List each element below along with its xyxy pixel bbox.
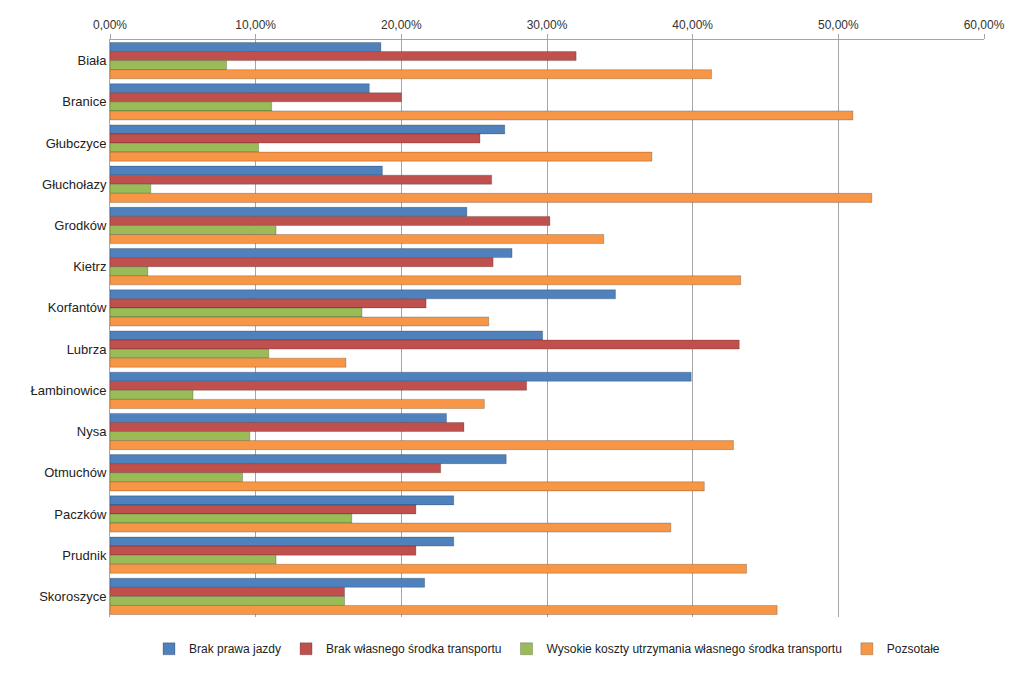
svg-text:Branice: Branice — [62, 94, 106, 109]
svg-text:10,00%: 10,00% — [235, 18, 276, 32]
svg-text:40,00%: 40,00% — [672, 18, 713, 32]
svg-text:Grodków: Grodków — [54, 218, 107, 233]
svg-text:Nysa: Nysa — [77, 424, 107, 439]
svg-text:Pozsotałe: Pozsotałe — [887, 642, 940, 656]
svg-text:Paczków: Paczków — [54, 507, 107, 522]
svg-text:60,00%: 60,00% — [964, 18, 1005, 32]
svg-text:Łambinowice: Łambinowice — [31, 383, 107, 398]
svg-text:Głuchołazy: Głuchołazy — [42, 177, 107, 192]
svg-text:20,00%: 20,00% — [381, 18, 422, 32]
svg-text:Biała: Biała — [77, 53, 107, 68]
svg-text:Brak własnego środka transport: Brak własnego środka transportu — [326, 642, 501, 656]
svg-text:Wysokie koszty utrzymania włas: Wysokie koszty utrzymania własnego środk… — [546, 642, 841, 656]
svg-text:Skoroszyce: Skoroszyce — [39, 589, 106, 604]
svg-text:Prudnik: Prudnik — [62, 548, 107, 563]
svg-text:Otmuchów: Otmuchów — [44, 465, 107, 480]
svg-text:Brak prawa jazdy: Brak prawa jazdy — [189, 642, 281, 656]
svg-text:Głubczyce: Głubczyce — [46, 136, 107, 151]
svg-text:50,00%: 50,00% — [818, 18, 859, 32]
svg-text:Kietrz: Kietrz — [73, 259, 106, 274]
svg-text:Lubrza: Lubrza — [67, 342, 108, 357]
svg-text:30,00%: 30,00% — [527, 18, 568, 32]
svg-text:0,00%: 0,00% — [93, 18, 127, 32]
svg-text:Korfantów: Korfantów — [48, 300, 107, 315]
